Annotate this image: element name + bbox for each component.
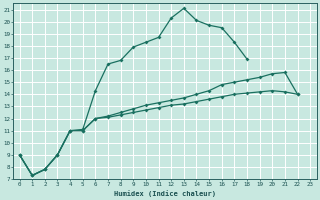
X-axis label: Humidex (Indice chaleur): Humidex (Indice chaleur)	[114, 190, 216, 197]
